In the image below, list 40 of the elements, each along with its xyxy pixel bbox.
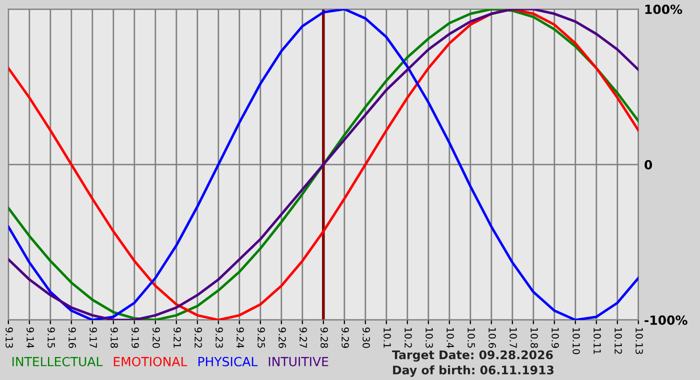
x-tick-label: 10.3 — [426, 328, 433, 348]
x-tick-label: 10.11 — [594, 328, 601, 354]
x-tick-label: 9.14 — [26, 328, 34, 348]
x-tick-label: 10.5 — [468, 328, 475, 348]
x-tick-label: 10.7 — [510, 328, 517, 348]
x-tick-label: 10.8 — [530, 328, 538, 348]
x-tick-label: 10.10 — [572, 328, 580, 354]
x-tick-label: 9.17 — [90, 328, 97, 348]
text: INTELLECTUAL — [12, 356, 103, 366]
x-tick-label: 10.6 — [488, 328, 496, 348]
x-tick-label: 10.4 — [446, 328, 454, 348]
x-tick-label: 9.15 — [48, 328, 55, 348]
text: Day of birth: 06.11.1913 — [393, 365, 554, 377]
x-tick-label: 9.20 — [152, 328, 160, 348]
x-tick-label: 10.13 — [636, 328, 643, 354]
text: INTUITIVE — [268, 357, 328, 366]
x-tick-label: 9.27 — [300, 328, 307, 348]
x-tick-label: 9.22 — [194, 328, 202, 348]
x-tick-label: 9.28 — [320, 328, 328, 348]
x-tick-label: 10.1 — [384, 328, 391, 348]
x-tick-label: 9.19 — [132, 328, 139, 348]
x-tick-label: 9.23 — [216, 328, 223, 348]
x-tick-label: 9.29 — [342, 328, 349, 348]
x-tick-label: 9.30 — [362, 328, 370, 348]
x-tick-label: 9.24 — [236, 328, 244, 348]
text: Target Date: 09.28.2026 — [392, 350, 553, 362]
text: EMOTIONAL — [114, 356, 188, 366]
x-tick-label: 10.2 — [404, 328, 412, 348]
text: PHYSICAL — [198, 356, 258, 366]
x-tick-label: 9.21 — [174, 328, 181, 348]
y-tick-label: 0 — [644, 160, 652, 170]
x-tick-label: 9.13 — [6, 328, 13, 348]
x-tick-label: 10.9 — [552, 328, 559, 348]
x-tick-label: 10.12 — [614, 328, 622, 354]
x-tick-label: 9.26 — [278, 328, 286, 348]
y-tick-label: 100% — [645, 4, 682, 14]
x-tick-label: 9.16 — [68, 328, 76, 348]
x-tick-label: 9.18 — [110, 328, 118, 348]
x-tick-label: 9.25 — [258, 328, 265, 348]
y-tick-label: -100% — [644, 315, 688, 325]
